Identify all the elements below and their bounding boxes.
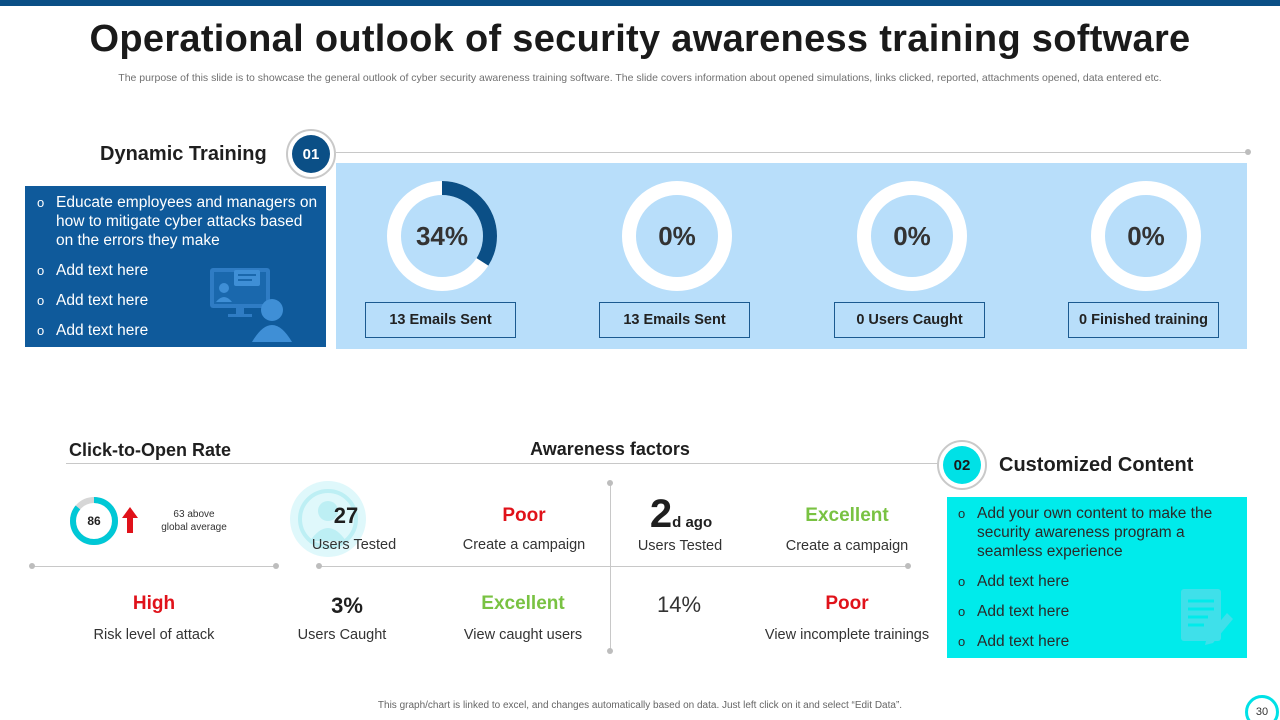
online-training-icon (210, 268, 292, 342)
metric-label-box: 13 Emails Sent (599, 302, 750, 338)
grid-dot (905, 563, 911, 569)
campaign-rating-poor: Poor (502, 505, 546, 526)
grid-line (319, 566, 908, 567)
note-line-1: 63 above (173, 509, 215, 520)
users-tested-label: Users Tested (637, 538, 723, 554)
awareness-factors-title: Awareness factors (530, 439, 690, 459)
percent-14-value: 14% (656, 592, 702, 617)
note-line-2: global average (161, 522, 227, 533)
page-title: Operational outlook of security awarenes… (89, 18, 1191, 60)
grid-dot (29, 563, 35, 569)
users-tested-value: 27 (333, 503, 359, 528)
divider-end-dot (1245, 149, 1251, 155)
footer-note: This graph/chart is linked to excel, and… (377, 700, 903, 711)
up-arrow-icon (122, 507, 138, 533)
donut-chart (622, 181, 732, 291)
risk-level-label: Risk level of attack (93, 627, 215, 643)
metric-donut: 0% (856, 180, 968, 292)
users-caught-label: Users Caught (297, 627, 387, 643)
grid-dot (607, 480, 613, 486)
donut-chart (857, 181, 967, 291)
divider-line (66, 463, 940, 464)
click-rate-note: 63 above global average (150, 508, 238, 534)
metric-label-box: 0 Users Caught (834, 302, 985, 338)
click-rate-value: 86 (87, 514, 101, 528)
incomplete-rating: Poor (825, 593, 869, 614)
bullet-item: Add text here (37, 261, 322, 280)
donut-percent: 0% (1127, 220, 1165, 251)
metric-donut: 0% (621, 180, 733, 292)
donut-percent: 0% (658, 220, 696, 251)
dynamic-training-bullets: Educate employees and managers on how to… (37, 193, 322, 347)
user-circle-icon (290, 481, 366, 557)
days-ago-stat: 2d ago (626, 492, 736, 537)
section-title-dynamic-training: Dynamic Training (100, 143, 267, 165)
days-ago-suffix: d ago (672, 514, 713, 531)
section-badge-01: 01 (286, 129, 336, 179)
page-number: 30 (1245, 695, 1279, 720)
donut-chart (387, 181, 497, 291)
view-caught-rating: Excellent (481, 593, 565, 614)
donut-percent: 0% (893, 220, 931, 251)
metrics-panel: 34% 0% 0% 0% 13 Emails Sent 13 Emails Se… (336, 163, 1247, 349)
dynamic-training-card: Educate employees and managers on how to… (25, 186, 326, 347)
badge-number: 01 (292, 135, 330, 173)
bullet-item: Educate employees and managers on how to… (37, 193, 322, 250)
customized-content-bullets: Add your own content to make the securit… (958, 504, 1243, 658)
top-accent-bar (0, 0, 1280, 6)
donut-track (1091, 181, 1201, 291)
donut-chart (1091, 181, 1201, 291)
click-to-open-rate-title: Click-to-Open Rate (69, 440, 232, 460)
page-subtitle: The purpose of this slide is to showcase… (118, 72, 1162, 84)
badge-number: 02 (943, 446, 981, 484)
view-caught-label: View caught users (463, 627, 583, 643)
donut-percent: 34% (415, 220, 469, 251)
bullet-item: Add your own content to make the securit… (958, 504, 1243, 561)
gauge-progress (70, 497, 118, 545)
donut-progress (387, 181, 497, 291)
campaign-rating-excellent: Excellent (805, 505, 889, 526)
days-ago-number: 2 (649, 492, 673, 536)
customized-content-card: Add your own content to make the securit… (947, 497, 1247, 658)
grid-dot (273, 563, 279, 569)
incomplete-label: View incomplete trainings (764, 627, 930, 643)
metric-donut: 34% (386, 180, 498, 292)
bullet-item: Add text here (958, 602, 1243, 621)
users-tested-label: Users Tested (311, 537, 397, 553)
bullet-item: Add text here (37, 291, 322, 310)
users-caught-value: 3% (331, 593, 363, 618)
grid-vertical-line (610, 483, 611, 651)
section-title-customized-content: Customized Content (999, 454, 1194, 476)
click-rate-donut (70, 497, 118, 545)
section-badge-02: 02 (937, 440, 987, 490)
donut-track (857, 181, 967, 291)
grid-line (32, 566, 276, 567)
divider-line (336, 152, 1248, 153)
risk-level-value: High (132, 593, 176, 614)
campaign-label: Create a campaign (785, 538, 909, 554)
bullet-item: Add text here (37, 321, 322, 340)
metric-label-box: 0 Finished training (1068, 302, 1219, 338)
campaign-label: Create a campaign (462, 537, 586, 553)
bullet-item: Add text here (958, 572, 1243, 591)
document-edit-icon (1181, 589, 1233, 645)
metric-label-box: 13 Emails Sent (365, 302, 516, 338)
donut-track (622, 181, 732, 291)
bullet-item: Add text here (958, 632, 1243, 651)
grid-dot (607, 648, 613, 654)
metric-donut: 0% (1090, 180, 1202, 292)
grid-dot (316, 563, 322, 569)
click-rate-gauge: 86 (68, 495, 120, 547)
